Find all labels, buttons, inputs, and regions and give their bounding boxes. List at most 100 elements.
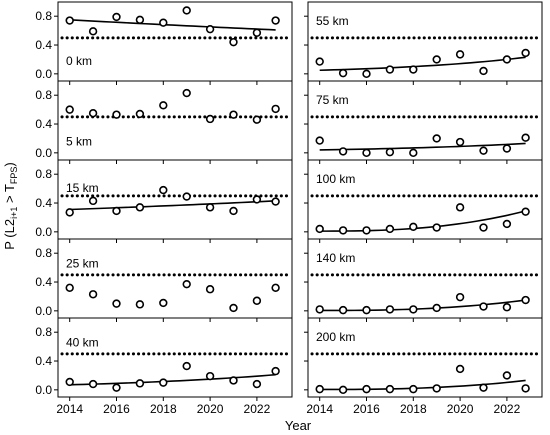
data-point bbox=[409, 305, 418, 314]
data-point bbox=[502, 303, 512, 312]
data-point bbox=[479, 146, 488, 155]
data-point bbox=[229, 303, 238, 313]
y-tick-label: 0.0 bbox=[35, 304, 52, 318]
y-tick-label: 0.4 bbox=[35, 275, 52, 289]
panel-label: 200 km bbox=[316, 330, 355, 344]
data-point bbox=[479, 223, 488, 232]
y-tick-label: 0.8 bbox=[35, 246, 52, 260]
x-tick-label: 2018 bbox=[400, 402, 427, 416]
panel-label: 5 km bbox=[66, 135, 92, 149]
data-point bbox=[112, 110, 121, 119]
data-point bbox=[455, 292, 465, 302]
data-point bbox=[88, 27, 98, 36]
data-point bbox=[432, 303, 441, 313]
data-point bbox=[271, 283, 280, 292]
y-tick-label: 0.8 bbox=[35, 88, 52, 102]
data-point bbox=[252, 296, 262, 305]
data-point bbox=[159, 101, 168, 110]
data-point bbox=[271, 197, 280, 206]
trend-line bbox=[69, 19, 276, 31]
data-point bbox=[252, 28, 262, 37]
trend-line bbox=[319, 56, 526, 72]
data-point bbox=[521, 133, 530, 142]
data-point bbox=[182, 192, 191, 201]
data-point bbox=[409, 384, 418, 394]
data-point bbox=[159, 18, 168, 27]
data-point bbox=[432, 223, 441, 232]
data-point bbox=[65, 16, 74, 25]
y-axis-label-sub1: i+1 bbox=[9, 207, 19, 219]
data-point bbox=[432, 55, 441, 64]
y-axis-label-sub2: FPS bbox=[9, 167, 19, 185]
panel-label: 40 km bbox=[66, 336, 99, 350]
data-point bbox=[88, 196, 98, 206]
data-point bbox=[455, 137, 465, 147]
y-tick-label: 0.0 bbox=[35, 225, 52, 239]
data-point bbox=[502, 144, 512, 153]
panel-7: 75 km bbox=[304, 80, 543, 164]
data-point bbox=[521, 48, 530, 58]
data-point bbox=[135, 109, 145, 119]
panel-frame bbox=[57, 238, 293, 319]
panel-3: 0.0 0.4 0.8 15 km bbox=[35, 159, 293, 243]
trend-line bbox=[319, 299, 526, 312]
panel-frame bbox=[57, 1, 293, 82]
data-point bbox=[479, 66, 488, 76]
data-point bbox=[315, 57, 324, 66]
data-point bbox=[159, 378, 168, 387]
data-point bbox=[385, 65, 395, 74]
panel-1: 0.0 0.4 0.8 0 km bbox=[35, 1, 293, 85]
data-point bbox=[385, 224, 395, 234]
data-point bbox=[432, 134, 441, 143]
trend-line bbox=[319, 379, 526, 391]
y-tick-label: 0.4 bbox=[35, 117, 52, 131]
data-point bbox=[362, 69, 371, 79]
data-point bbox=[252, 115, 262, 124]
data-point bbox=[229, 376, 238, 385]
data-point bbox=[65, 105, 74, 114]
y-tick-label: 0.0 bbox=[35, 383, 52, 397]
data-point bbox=[205, 203, 215, 212]
panels-layer: 0.0 0.4 0.8 0 km 0.0 0.4 0.8 5 km 0.0 0.4 0.8 15 km… bbox=[35, 1, 543, 416]
panel-label: 15 km bbox=[66, 181, 99, 195]
x-tick-label: 2016 bbox=[103, 402, 130, 416]
panel-label: 55 km bbox=[316, 14, 349, 28]
data-point bbox=[205, 285, 215, 294]
data-point bbox=[362, 384, 371, 394]
data-point bbox=[271, 366, 280, 376]
data-point bbox=[88, 290, 98, 299]
data-point bbox=[385, 305, 395, 314]
data-point bbox=[271, 16, 280, 25]
y-tick-label: 0.8 bbox=[35, 325, 52, 339]
data-point bbox=[182, 279, 191, 289]
data-point bbox=[252, 379, 262, 389]
data-point bbox=[205, 371, 215, 381]
data-point bbox=[315, 136, 324, 145]
y-tick-label: 0.8 bbox=[35, 167, 52, 181]
data-point bbox=[362, 226, 371, 235]
data-point bbox=[455, 364, 465, 374]
panel-9: 140 km bbox=[304, 238, 543, 322]
data-point bbox=[135, 15, 145, 25]
data-point bbox=[432, 384, 441, 393]
data-point bbox=[182, 361, 191, 371]
data-point bbox=[65, 208, 74, 217]
data-point bbox=[182, 6, 191, 15]
data-point bbox=[159, 298, 168, 308]
x-axis-label: Year bbox=[285, 418, 312, 433]
data-point bbox=[135, 379, 145, 388]
data-point bbox=[229, 206, 238, 216]
x-tick-label: 2022 bbox=[494, 402, 521, 416]
x-tick-label: 2020 bbox=[197, 402, 224, 416]
data-point bbox=[521, 207, 530, 216]
data-point bbox=[385, 147, 395, 157]
data-point bbox=[502, 371, 512, 380]
panel-label: 25 km bbox=[66, 257, 99, 271]
data-point bbox=[479, 302, 488, 311]
data-point bbox=[271, 104, 280, 114]
data-point bbox=[159, 185, 168, 195]
data-point bbox=[88, 109, 98, 118]
data-point bbox=[338, 305, 348, 315]
data-point bbox=[409, 148, 418, 158]
y-tick-label: 0.0 bbox=[35, 146, 52, 160]
